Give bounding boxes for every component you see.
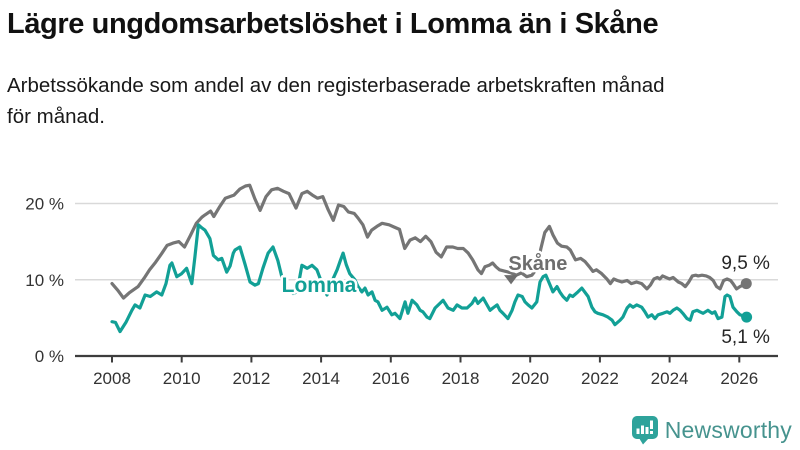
- series-end-dot-skne: [740, 278, 752, 290]
- skane-pointer-caret: [504, 275, 519, 285]
- x-tick-label: 2008: [93, 369, 131, 388]
- page-subtitle-line2: för månad.: [7, 105, 105, 128]
- page-subtitle-line1: Arbetssökande som andel av den registerb…: [7, 74, 665, 97]
- lomma-label: Lomma: [282, 274, 357, 297]
- x-tick-label: 2014: [302, 369, 340, 388]
- latest-value-label: 9,5 %: [721, 253, 770, 274]
- x-tick-label: 2012: [232, 369, 270, 388]
- y-tick-label: 10 %: [25, 271, 64, 290]
- page-subtitle: Arbetssökande som andel av den registerb…: [7, 70, 665, 132]
- x-tick-label: 2020: [511, 369, 549, 388]
- newsworthy-chart-bubble-icon: [631, 416, 658, 445]
- latest-value-label: 5,1 %: [721, 327, 770, 348]
- x-tick-label: 2010: [163, 369, 201, 388]
- y-tick-label: 0 %: [35, 347, 64, 366]
- x-tick-label: 2018: [442, 369, 480, 388]
- series-line-lomma: [110, 223, 749, 334]
- series-end-dot-lomma: [741, 311, 753, 323]
- x-tick-label: 2024: [651, 369, 689, 388]
- page-title: Lägre ungdomsarbetslöshet i Lomma än i S…: [7, 8, 659, 40]
- series-line-skne: [110, 183, 748, 300]
- skane-label: Skåne: [508, 252, 567, 275]
- newsworthy-branding[interactable]: Newsworthy: [631, 416, 792, 445]
- x-tick-label: 2022: [581, 369, 619, 388]
- y-tick-label: 20 %: [25, 195, 64, 214]
- x-tick-label: 2026: [720, 369, 758, 388]
- x-tick-label: 2016: [372, 369, 410, 388]
- newsworthy-brand-name: Newsworthy: [664, 417, 792, 443]
